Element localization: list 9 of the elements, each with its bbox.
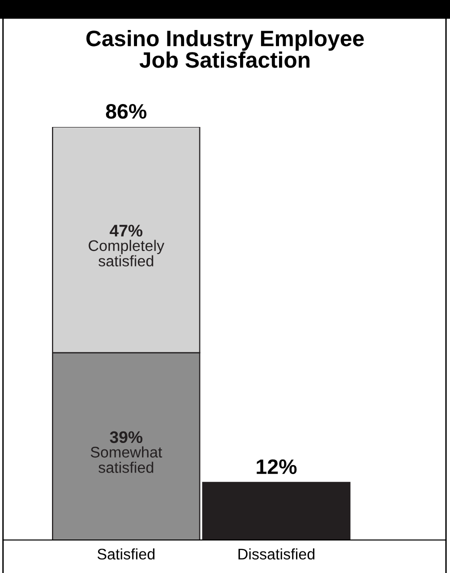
chart-title: Casino Industry Employee Job Satisfaction (86, 30, 364, 68)
x-tick-label: Dissatisfied (238, 548, 314, 560)
data-label: 39% (110, 431, 142, 444)
series-label: Somewhat satisfied (90, 446, 162, 473)
series-label: Completely satisfied (88, 240, 164, 266)
total-label: 86% (106, 104, 146, 119)
data-label: 47% (110, 224, 142, 237)
x-tick-label: Satisfied (98, 548, 154, 560)
total-label: 12% (256, 459, 297, 474)
